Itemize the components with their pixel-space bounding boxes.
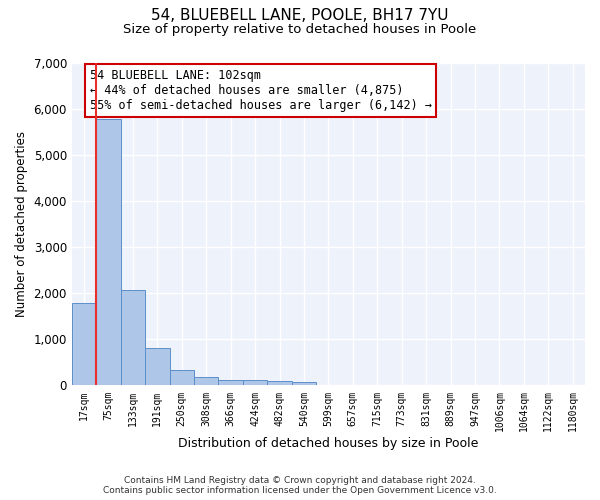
Bar [145,348,170,386]
Bar [72,304,96,386]
Bar [96,119,121,386]
Bar [218,380,243,386]
Bar [292,382,316,386]
Bar [170,370,194,386]
Text: Contains HM Land Registry data © Crown copyright and database right 2024.
Contai: Contains HM Land Registry data © Crown c… [103,476,497,495]
Text: 54, BLUEBELL LANE, POOLE, BH17 7YU: 54, BLUEBELL LANE, POOLE, BH17 7YU [151,8,449,22]
Text: Size of property relative to detached houses in Poole: Size of property relative to detached ho… [124,22,476,36]
Bar [121,290,145,386]
Y-axis label: Number of detached properties: Number of detached properties [15,131,28,317]
Bar [243,380,267,386]
Bar [194,377,218,386]
X-axis label: Distribution of detached houses by size in Poole: Distribution of detached houses by size … [178,437,479,450]
Bar [267,381,292,386]
Text: 54 BLUEBELL LANE: 102sqm
← 44% of detached houses are smaller (4,875)
55% of sem: 54 BLUEBELL LANE: 102sqm ← 44% of detach… [90,69,432,112]
